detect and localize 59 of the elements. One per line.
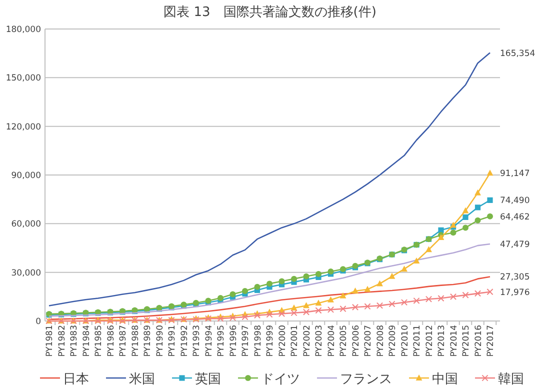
x-tick-label: PY2006	[351, 325, 362, 357]
x-tick-label: PY1996	[228, 325, 239, 357]
x-tick-label: PY2000	[278, 325, 288, 357]
x-tick-label: PY2007	[364, 325, 374, 357]
data-label: 64,462	[500, 212, 530, 222]
x-tick-label: PY1982	[57, 325, 68, 357]
chart-title: 図表 13 国際共著論文数の推移(件)	[164, 5, 376, 20]
legend-label: 韓国	[498, 372, 524, 387]
x-tick-label: PY1986	[106, 325, 116, 357]
x-tick-label: PY1983	[70, 325, 80, 357]
x-tick-label: PY1981	[45, 325, 55, 357]
x-tick-label: PY1991	[168, 325, 178, 357]
x-tick-label: PY2011	[412, 325, 422, 357]
y-tick-label: 30,000	[11, 268, 41, 278]
data-label: 74,490	[500, 196, 530, 206]
legend-label: フランス	[340, 372, 392, 387]
x-tick-label: PY1987	[118, 325, 128, 357]
x-tick-label: PY1990	[155, 325, 166, 357]
x-tick-label: PY2017	[486, 325, 496, 357]
x-tick-label: PY2001	[290, 325, 300, 357]
x-tick-label: PY1984	[82, 325, 92, 357]
legend-label: 米国	[129, 372, 155, 387]
x-tick-label: PY2015	[462, 325, 472, 357]
x-tick-label: PY2005	[339, 325, 349, 357]
x-tick-label: PY2016	[474, 325, 484, 357]
y-tick-label: 180,000	[6, 25, 41, 35]
y-tick-label: 0	[36, 317, 41, 327]
x-tick-label: PY2012	[424, 325, 435, 357]
x-tick-label: PY1993	[192, 325, 202, 357]
x-tick-label: PY2004	[326, 325, 337, 357]
x-tick-label: PY1995	[216, 325, 226, 357]
data-label: 165,354	[500, 48, 536, 59]
legend-label: ドイツ	[261, 372, 300, 387]
x-tick-label: PY1999	[266, 325, 276, 357]
x-tick-label: PY1998	[253, 325, 264, 357]
x-tick-label: PY2003	[314, 325, 324, 357]
x-tick-label: PY2008	[376, 325, 386, 357]
x-tick-label: PY1985	[94, 325, 104, 357]
data-label: 47,479	[500, 240, 530, 250]
x-tick-label: PY2002	[302, 325, 312, 357]
legend-label: 中国	[432, 372, 458, 387]
data-label: 27,305	[500, 272, 530, 283]
x-tick-label: PY2010	[400, 325, 410, 357]
x-tick-label: PY1997	[241, 325, 251, 357]
x-tick-label: PY2013	[437, 325, 447, 357]
x-tick-label: PY1988	[130, 325, 141, 357]
legend-label: 日本	[63, 372, 89, 387]
x-tick-label: PY2009	[388, 325, 398, 357]
x-tick-label: PY1994	[204, 325, 214, 357]
y-tick-label: 60,000	[11, 220, 41, 230]
data-label: 91,147	[500, 169, 530, 180]
legend-label: 英国	[195, 372, 221, 387]
y-tick-label: 150,000	[6, 74, 41, 84]
x-tick-label: PY1992	[180, 325, 190, 357]
y-tick-label: 90,000	[11, 171, 41, 181]
y-tick-label: 120,000	[6, 122, 41, 132]
data-label: 17,976	[500, 288, 530, 298]
x-tick-label: PY2014	[449, 325, 460, 357]
x-tick-label: PY1989	[143, 325, 153, 357]
